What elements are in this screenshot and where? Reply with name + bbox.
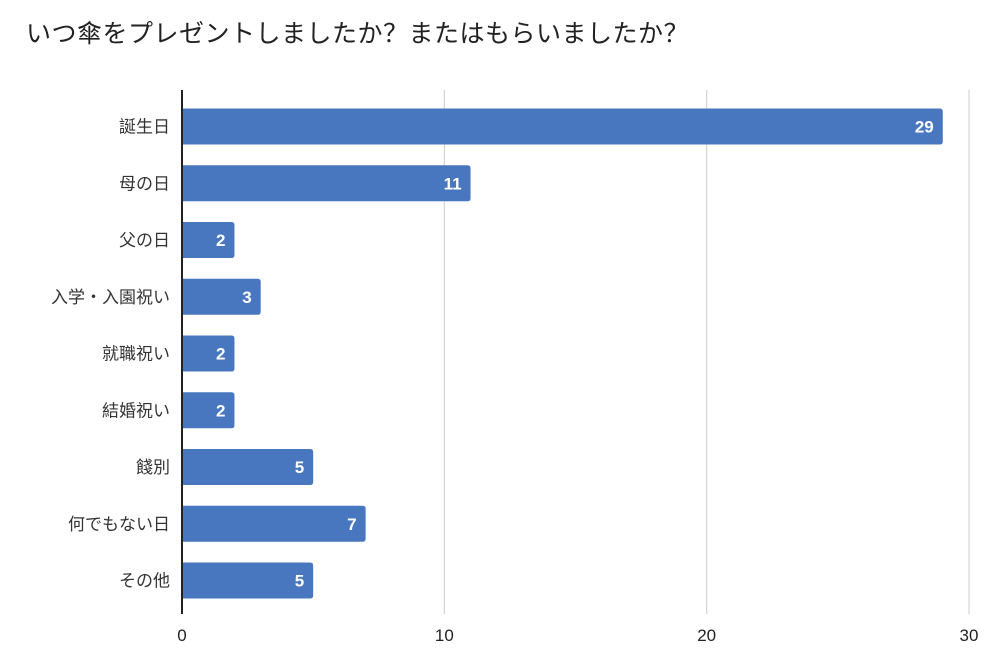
chart-title: いつ傘をプレゼントしましたか？またはもらいましたか？ <box>26 19 690 48</box>
category-label: 結婚祝い <box>102 401 170 421</box>
data-label: 2 <box>216 345 225 364</box>
bar <box>182 222 235 258</box>
bar <box>182 278 261 315</box>
category-label: 入学・入園祝い <box>51 288 170 308</box>
category-label: その他 <box>119 572 170 592</box>
category-label: 誕生日 <box>119 118 170 138</box>
bar <box>182 335 235 372</box>
category-label: 父の日 <box>119 231 170 251</box>
bar <box>182 449 314 485</box>
data-label: 3 <box>242 288 251 307</box>
bars <box>182 108 943 599</box>
x-tick-label: 30 <box>960 626 979 645</box>
gridlines <box>443 90 970 614</box>
x-tick-labels: 0 10 20 30 <box>177 626 978 645</box>
category-label: 餞別 <box>136 458 170 478</box>
bar <box>182 108 943 145</box>
x-tick-label: 10 <box>435 626 454 645</box>
data-label: 5 <box>295 572 304 591</box>
category-label: 就職祝い <box>102 345 170 365</box>
x-tick-label: 0 <box>177 626 186 645</box>
bar <box>182 505 366 542</box>
data-label: 7 <box>347 515 356 534</box>
bar <box>182 562 314 599</box>
data-label: 5 <box>295 458 304 477</box>
category-label: 何でもない日 <box>68 515 170 535</box>
data-labels: 29 11 2 3 2 2 5 7 5 <box>216 118 934 591</box>
data-label: 11 <box>444 174 462 193</box>
bar <box>182 165 471 202</box>
data-label: 2 <box>216 231 225 250</box>
bar <box>182 392 235 429</box>
data-label: 29 <box>915 118 934 137</box>
data-label: 2 <box>216 401 225 420</box>
x-tick-label: 20 <box>697 626 716 645</box>
category-label: 母の日 <box>119 174 170 194</box>
